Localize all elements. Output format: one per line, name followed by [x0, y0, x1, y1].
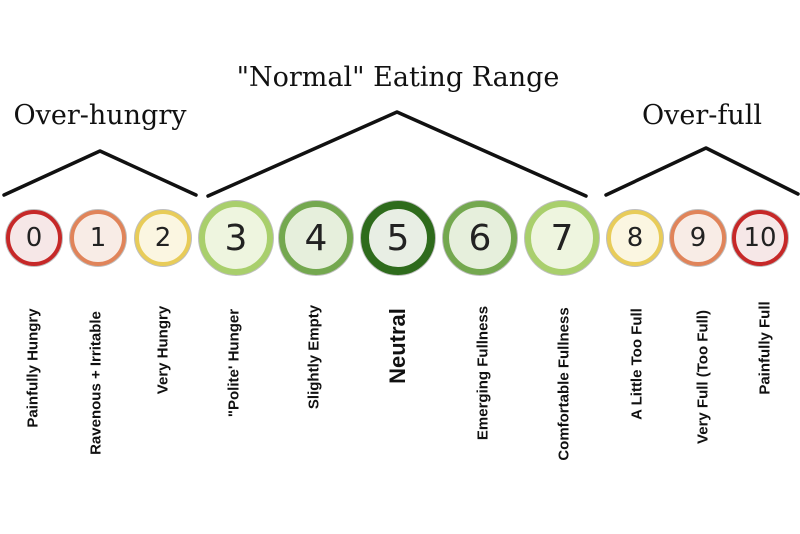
over-full-bracket [604, 146, 800, 197]
scale-circle-6: 6 [443, 201, 517, 275]
scale-circle-9: 9 [670, 210, 726, 266]
scale-label-7: Comfortable Fullness [555, 307, 573, 461]
over-full-title: Over-full [641, 100, 763, 131]
scale-label-0: Painfully Hungry [24, 308, 42, 428]
normal-range-title: "Normal" Eating Range [236, 62, 560, 93]
over-hungry-title: Over-hungry [13, 100, 187, 131]
scale-label-4: Slightly Empty [305, 304, 323, 410]
scale-label-9: Very Full (Too Full) [694, 310, 712, 444]
scale-circle-7: 7 [525, 201, 599, 275]
scale-circle-10: 10 [732, 210, 788, 266]
scale-circle-0: 0 [6, 210, 62, 266]
scale-label-5: Neutral [385, 308, 410, 384]
normal-range-bracket [206, 110, 588, 198]
scale-circle-5: 5 [361, 201, 435, 275]
scale-label-10: Painfully Full [756, 301, 774, 395]
over-hungry-bracket [2, 149, 198, 197]
scale-label-6: Emerging Fullness [474, 305, 492, 441]
scale-label-8: A Little Too Full [628, 308, 646, 420]
scale-circle-8: 8 [607, 210, 663, 266]
scale-circle-2: 2 [135, 210, 191, 266]
scale-label-1: Ravenous + Irritable [87, 311, 105, 455]
scale-label-2: Very Hungry [154, 305, 172, 395]
scale-circle-1: 1 [70, 210, 126, 266]
scale-label-3: "Polite' Hunger [225, 308, 243, 418]
scale-circle-3: 3 [199, 201, 273, 275]
scale-circle-4: 4 [279, 201, 353, 275]
